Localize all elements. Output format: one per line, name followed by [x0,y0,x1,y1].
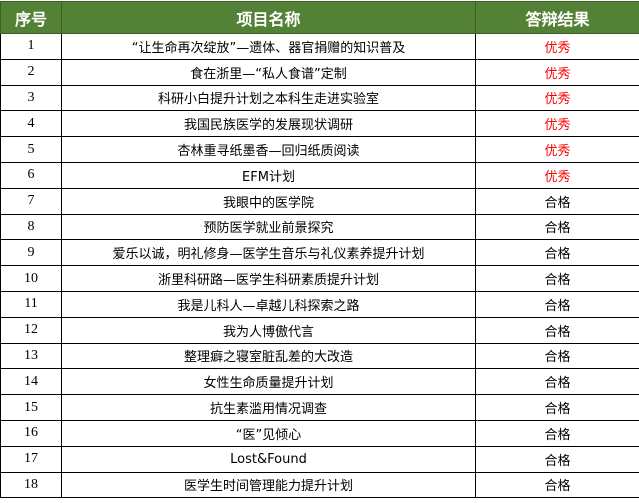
row-index: 15 [1,395,62,421]
defense-result: 合格 [476,214,639,240]
defense-result: 优秀 [476,59,639,85]
project-name: 我为人博傲代言 [62,317,476,343]
project-name: 我是儿科人—卓越儿科探索之路 [62,291,476,317]
row-index: 4 [1,111,62,137]
project-name: 爱乐以诚，明礼修身—医学生音乐与礼仪素养提升计划 [62,240,476,266]
project-name: 抗生素滥用情况调查 [62,395,476,421]
defense-result: 优秀 [476,162,639,188]
header-index: 序号 [1,2,62,34]
defense-result: 优秀 [476,137,639,163]
row-index: 10 [1,266,62,292]
header-project-name: 项目名称 [62,2,476,34]
defense-result: 合格 [476,266,639,292]
header-result: 答辩结果 [476,2,639,34]
defense-result: 合格 [476,188,639,214]
defense-result: 优秀 [476,34,639,60]
project-name: 浙里科研路—医学生科研素质提升计划 [62,266,476,292]
project-name: “让生命再次绽放”—遗体、器官捐赠的知识普及 [62,34,476,60]
row-index: 3 [1,85,62,111]
row-index: 13 [1,343,62,369]
row-index: 17 [1,446,62,472]
row-index: 16 [1,420,62,446]
row-index: 14 [1,369,62,395]
project-name: 我国民族医学的发展现状调研 [62,111,476,137]
project-name: Lost&Found [62,446,476,472]
defense-result: 合格 [476,343,639,369]
row-index: 18 [1,472,62,498]
project-name: 整理癖之寝室脏乱差的大改造 [62,343,476,369]
project-name: “医”见倾心 [62,420,476,446]
project-name: 食在浙里—“私人食谱”定制 [62,59,476,85]
project-name: EFM计划 [62,162,476,188]
defense-result: 合格 [476,369,639,395]
project-name: 预防医学就业前景探究 [62,214,476,240]
row-index: 8 [1,214,62,240]
project-name: 科研小白提升计划之本科生走进实验室 [62,85,476,111]
row-index: 11 [1,291,62,317]
defense-result: 合格 [476,291,639,317]
header-row: 序号 项目名称 答辩结果 [1,2,639,34]
row-index: 5 [1,137,62,163]
defense-result: 合格 [476,420,639,446]
defense-result: 优秀 [476,85,639,111]
row-index: 7 [1,188,62,214]
row-index: 9 [1,240,62,266]
defense-result: 合格 [476,317,639,343]
table-row: 1“让生命再次绽放”—遗体、器官捐赠的知识普及优秀 [1,34,639,60]
project-name: 杏林重寻纸墨香—回归纸质阅读 [62,137,476,163]
row-index: 12 [1,317,62,343]
project-name: 女性生命质量提升计划 [62,369,476,395]
row-index: 6 [1,162,62,188]
row-index: 2 [1,59,62,85]
defense-result: 合格 [476,395,639,421]
project-name: 我眼中的医学院 [62,188,476,214]
project-name: 医学生时间管理能力提升计划 [62,472,476,498]
defense-result: 合格 [476,472,639,498]
table-row: 16“医”见倾心合格 [1,420,639,446]
row-index: 1 [1,34,62,60]
defense-result: 合格 [476,446,639,472]
defense-result: 优秀 [476,111,639,137]
defense-result: 合格 [476,240,639,266]
